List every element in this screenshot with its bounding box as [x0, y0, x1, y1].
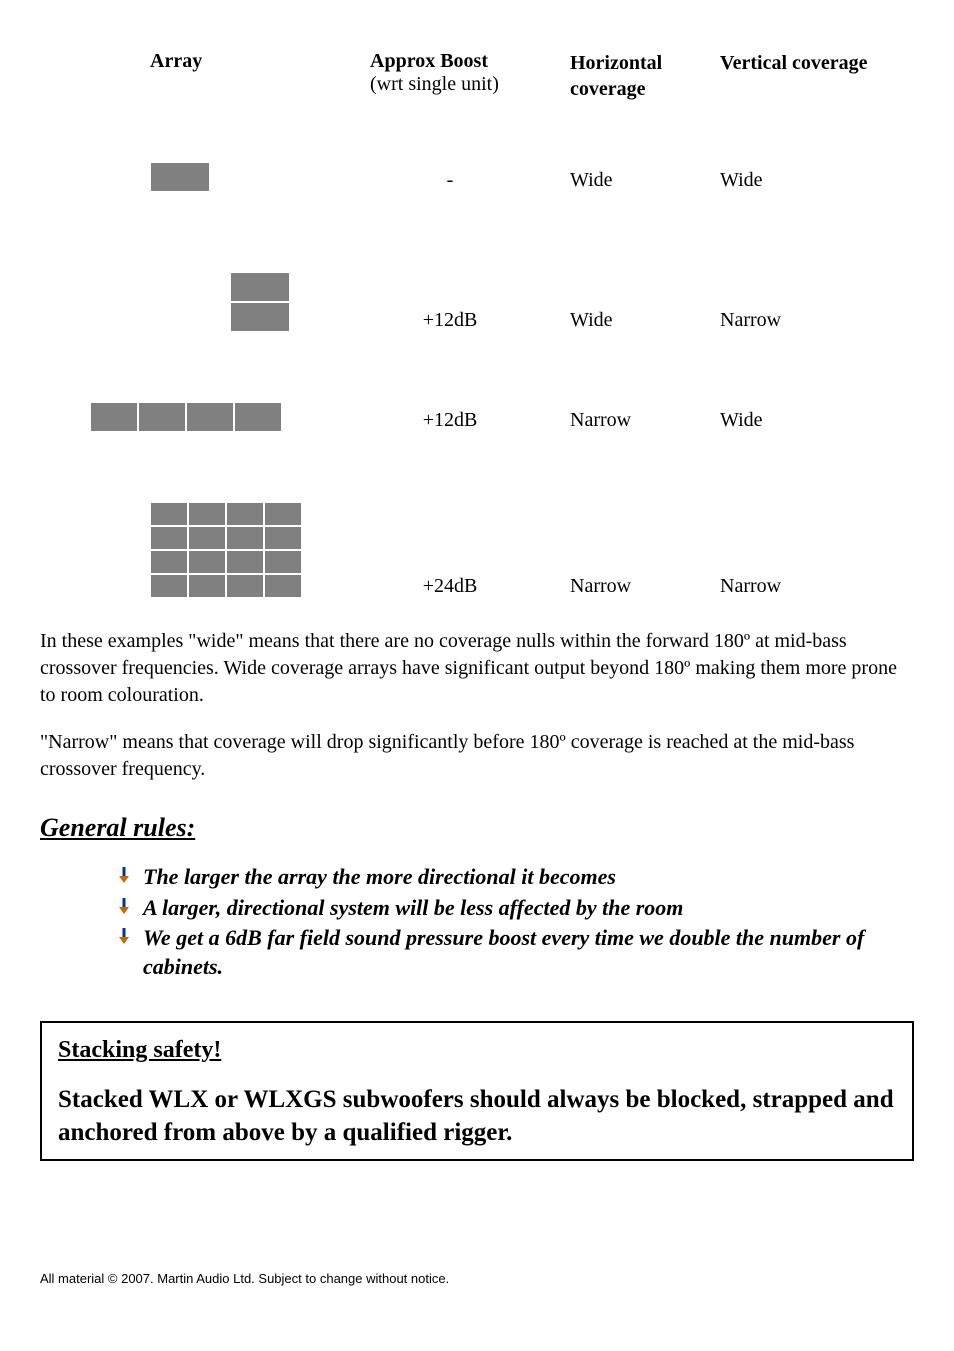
- rule-item: We get a 6dB far field sound pressure bo…: [115, 924, 914, 981]
- array-block: [139, 403, 185, 431]
- array-row: +12dBWideNarrow: [150, 242, 910, 332]
- general-rules-heading: General rules:: [40, 813, 914, 843]
- array-block: [227, 503, 263, 525]
- array-block: [91, 403, 137, 431]
- vertical-coverage-value: Narrow: [720, 575, 870, 598]
- rule-item: The larger the array the more directiona…: [115, 863, 914, 892]
- horizontal-coverage-value: Wide: [570, 169, 720, 192]
- array-block: [227, 551, 263, 573]
- array-block: [189, 551, 225, 573]
- array-diagram-cell: [150, 272, 370, 332]
- array-block: [265, 575, 301, 597]
- vertical-coverage-value: Wide: [720, 409, 870, 432]
- array-block: [227, 527, 263, 549]
- arrow-down-icon: [115, 866, 143, 890]
- array-diagram-cell: [150, 162, 370, 192]
- array-block: [231, 303, 289, 331]
- array-block: [151, 503, 187, 525]
- safety-title: Stacking safety!: [58, 1037, 896, 1064]
- boost-value: +12dB: [370, 309, 570, 332]
- rule-item: A larger, directional system will be les…: [115, 894, 914, 923]
- header-boost: Approx Boost (wrt single unit): [370, 50, 570, 96]
- array-row: +12dBNarrowWide: [150, 372, 910, 432]
- arrow-down-icon: [115, 897, 143, 921]
- array-block: [151, 551, 187, 573]
- rule-text: A larger, directional system will be les…: [143, 894, 683, 923]
- vertical-coverage-value: Wide: [720, 169, 870, 192]
- array-block: [265, 527, 301, 549]
- general-rules-list: The larger the array the more directiona…: [115, 863, 914, 981]
- array-diagram-cell: [150, 502, 370, 598]
- arrow-down-icon: [115, 927, 143, 951]
- horizontal-coverage-value: Narrow: [570, 409, 720, 432]
- boost-value: -: [370, 169, 570, 192]
- array-table-header: Array Approx Boost (wrt single unit) Hor…: [150, 50, 910, 102]
- vertical-coverage-value: Narrow: [720, 309, 870, 332]
- array-block: [189, 575, 225, 597]
- array-block: [265, 551, 301, 573]
- header-vert: Vertical coverage: [720, 50, 870, 76]
- header-array: Array: [150, 50, 370, 73]
- array-table: Array Approx Boost (wrt single unit) Hor…: [150, 50, 910, 598]
- rule-text: The larger the array the more directiona…: [143, 863, 616, 892]
- page-footer: All material © 2007. Martin Audio Ltd. S…: [40, 1271, 914, 1286]
- horizontal-coverage-value: Narrow: [570, 575, 720, 598]
- array-row: -WideWide: [150, 132, 910, 192]
- boost-value: +24dB: [370, 575, 570, 598]
- array-block: [151, 163, 209, 191]
- rule-text: We get a 6dB far field sound pressure bo…: [143, 924, 914, 981]
- array-block: [189, 527, 225, 549]
- paragraph-wide-definition: In these examples "wide" means that ther…: [40, 628, 914, 709]
- array-block: [265, 503, 301, 525]
- array-block: [187, 403, 233, 431]
- horizontal-coverage-value: Wide: [570, 309, 720, 332]
- array-row: +24dBNarrowNarrow: [150, 472, 910, 598]
- array-block: [189, 503, 225, 525]
- array-diagram-cell: [90, 402, 370, 432]
- array-block: [235, 403, 281, 431]
- array-block: [151, 575, 187, 597]
- safety-body: Stacked WLX or WLXGS subwoofers should a…: [58, 1084, 896, 1149]
- safety-box: Stacking safety! Stacked WLX or WLXGS su…: [40, 1021, 914, 1161]
- array-block: [231, 273, 289, 301]
- boost-value: +12dB: [370, 409, 570, 432]
- array-block: [151, 527, 187, 549]
- header-horiz: Horizontal coverage: [570, 50, 720, 102]
- array-block: [227, 575, 263, 597]
- paragraph-narrow-definition: "Narrow" means that coverage will drop s…: [40, 729, 914, 783]
